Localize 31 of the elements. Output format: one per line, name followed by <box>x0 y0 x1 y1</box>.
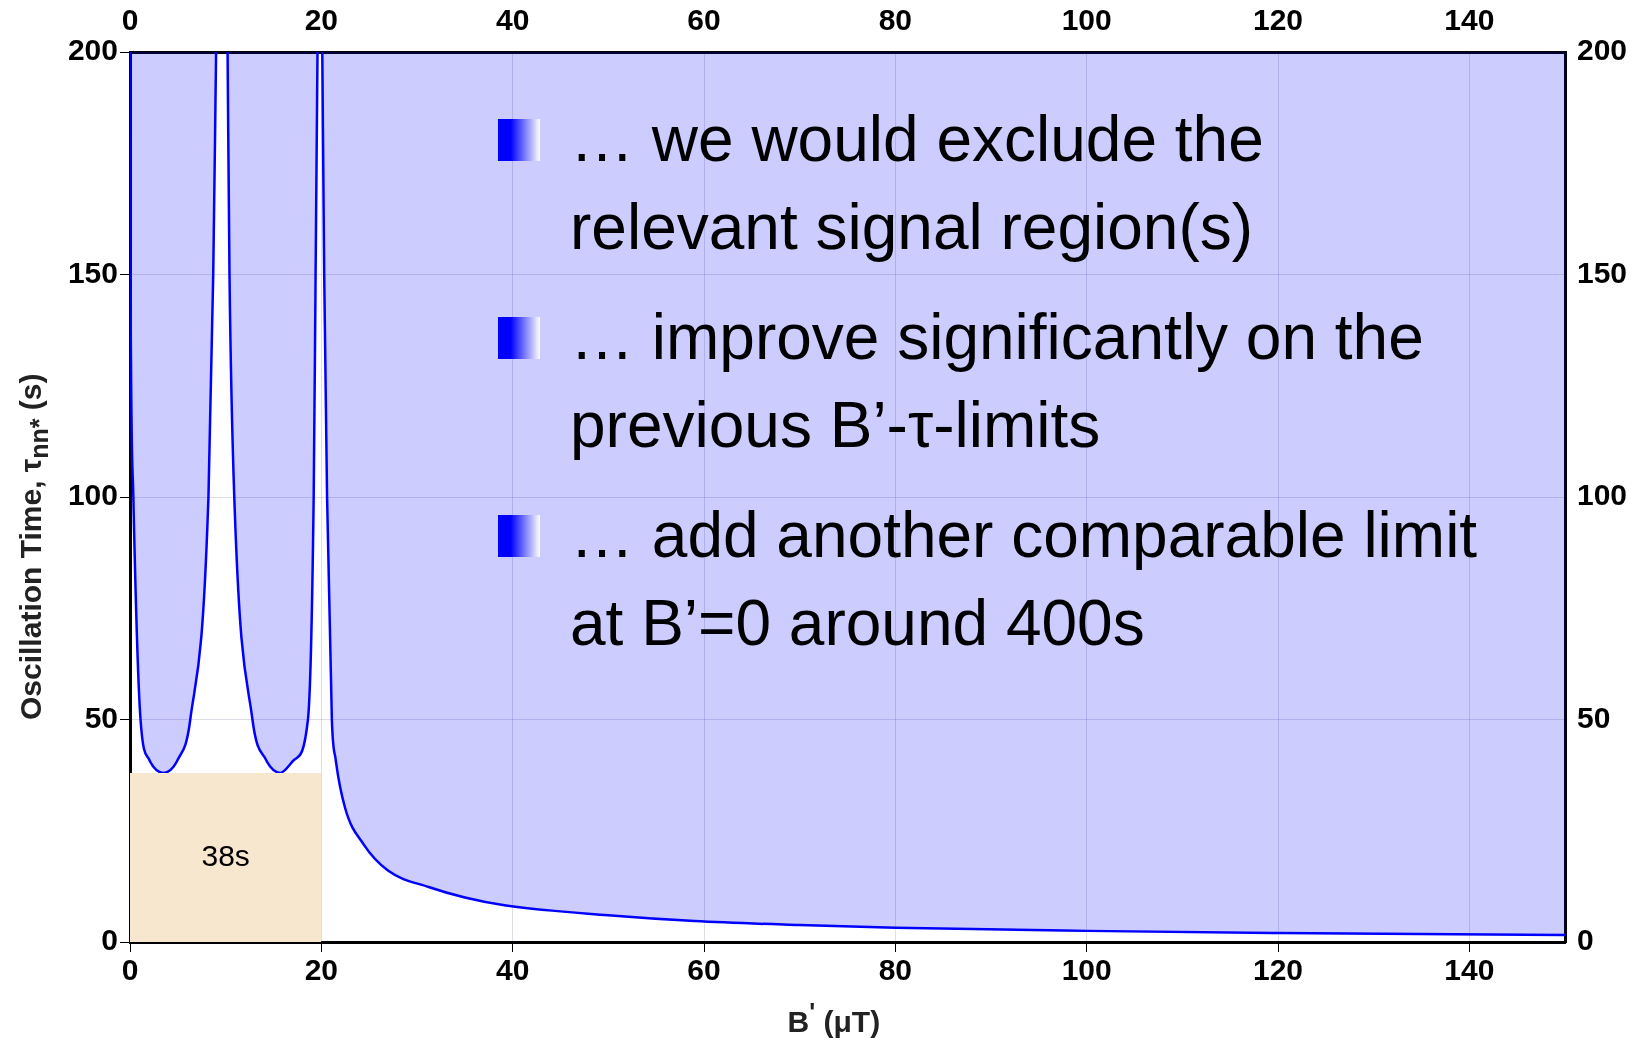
y2-tick-label: 50 <box>1577 700 1611 734</box>
x-tick-label: 40 <box>495 953 530 987</box>
annotation: … add another comparable limit at B’=0 around 400s <box>570 499 1478 659</box>
y-tick-label: 50 <box>84 700 118 734</box>
y2-tick-label: 0 <box>1577 923 1594 957</box>
x2-tick-label: 40 <box>495 3 530 37</box>
y2-tick-label: 100 <box>1577 478 1628 512</box>
x-tick-label: 0 <box>121 953 139 987</box>
x2-tick-label: 140 <box>1444 3 1495 37</box>
annotation: 38s <box>201 838 250 872</box>
x2-tick-label: 120 <box>1252 3 1304 37</box>
x-tick-label: 20 <box>304 953 339 987</box>
y-tick-label: 150 <box>67 255 118 289</box>
x-axis-title: B$^{'}$ (μT) <box>787 998 881 1039</box>
y2-tick-label: 200 <box>1577 33 1628 67</box>
y-tick-label: 0 <box>101 923 118 957</box>
y-tick-label: 100 <box>67 478 118 512</box>
x2-tick-label: 60 <box>687 3 721 37</box>
x-tick-label: 60 <box>687 953 721 987</box>
x-tick-label: 120 <box>1252 953 1304 987</box>
annotation: … improve significantly on the previous B’-τ-limits <box>570 301 1424 461</box>
x-tick-label: 80 <box>878 953 913 987</box>
x2-tick-label: 100 <box>1061 3 1112 37</box>
x-tick-label: 100 <box>1061 953 1112 987</box>
x2-tick-label: 80 <box>878 3 913 37</box>
x2-tick-label: 0 <box>121 3 139 37</box>
annotation: … we would exclude the relevant signal region(s) <box>570 103 1264 263</box>
x2-tick-label: 20 <box>304 3 339 37</box>
y-tick-label: 200 <box>67 33 118 67</box>
y2-tick-label: 150 <box>1577 255 1628 289</box>
x-tick-label: 140 <box>1444 953 1495 987</box>
